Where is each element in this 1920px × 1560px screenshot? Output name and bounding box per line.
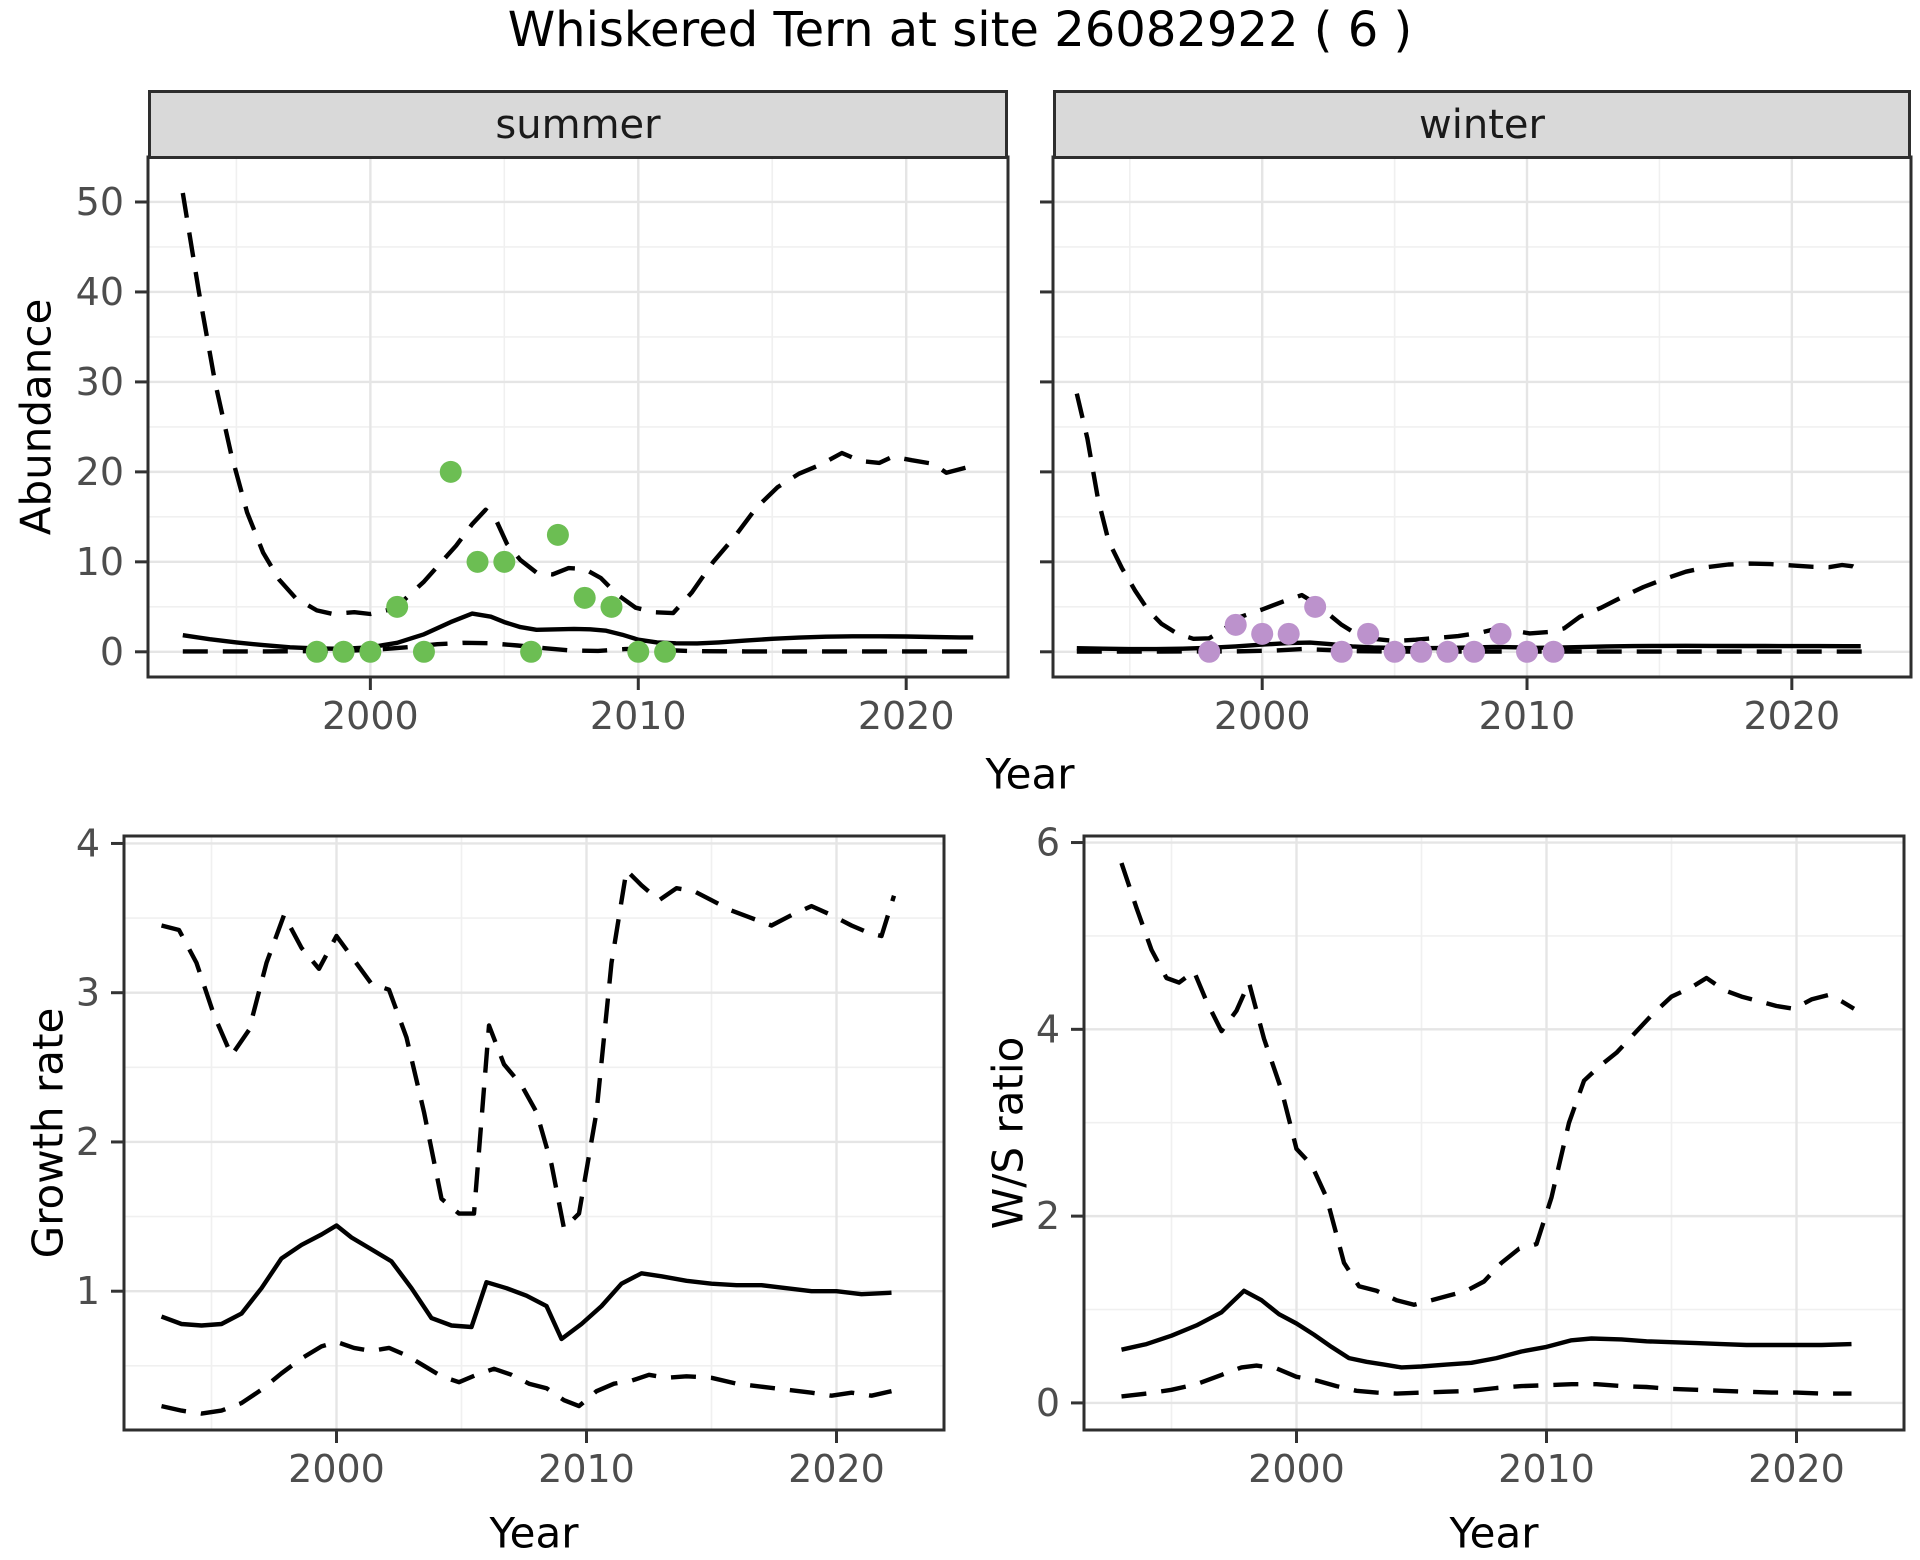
x-tick-label: 2020 [1743, 694, 1840, 738]
x-tick-label: 2020 [788, 1447, 885, 1491]
data-point-abundance-winter [1357, 622, 1380, 645]
series-upper_ci-growth-rate [160, 868, 897, 1231]
x-tick-label: 2000 [322, 694, 419, 738]
data-point-abundance-winter [1251, 622, 1274, 645]
data-point-abundance-winter [1277, 622, 1300, 645]
x-tick-label: 2000 [288, 1447, 385, 1491]
x-tick-label: 2010 [1479, 694, 1576, 738]
panel-border [1082, 834, 1906, 1432]
data-point-abundance-winter [1198, 640, 1221, 663]
y-tick-label: 10 [76, 540, 124, 584]
data-point-abundance-winter [1489, 622, 1512, 645]
data-point-abundance-winter [1304, 595, 1327, 618]
x-tick-label: 2010 [1498, 1447, 1595, 1491]
data-point-abundance-summer [573, 586, 596, 609]
facet-strip-winter: winter [1053, 90, 1911, 159]
data-point-abundance-winter [1410, 640, 1433, 663]
data-point-abundance-winter [1516, 640, 1539, 663]
y-tick-label: 4 [76, 821, 100, 865]
data-point-abundance-summer [386, 595, 409, 618]
y-tick-label: 0 [1036, 1381, 1060, 1425]
x-tick-label: 2020 [1748, 1447, 1845, 1491]
data-point-abundance-summer [520, 640, 543, 663]
facet-strip-winter-label: winter [1419, 101, 1545, 148]
panel-abundance-winter: 2000 2010 2020 [1040, 155, 1913, 738]
x-tick-label: 2000 [1248, 1447, 1345, 1491]
data-point-abundance-summer [493, 550, 516, 573]
data-point-abundance-summer [546, 523, 569, 546]
y-tick-label: 3 [76, 971, 100, 1015]
data-point-abundance-winter [1542, 640, 1565, 663]
panel-bg [1084, 836, 1904, 1430]
panel-border [122, 834, 946, 1432]
chart-title: Whiskered Tern at site 26082922 ( 6 ) [507, 2, 1413, 58]
data-point-abundance-summer [654, 640, 677, 663]
data-point-abundance-summer [332, 640, 355, 663]
y-tick-label: 1 [76, 1269, 100, 1313]
y-axis-title-ws-ratio: W/S ratio [983, 1036, 1033, 1230]
x-tick-label: 2010 [538, 1447, 635, 1491]
data-point-abundance-summer [305, 640, 328, 663]
series-fit-ws-ratio [1121, 1288, 1852, 1370]
series-fit-growth-rate [160, 1223, 892, 1342]
y-tick-label: 2 [1036, 1194, 1060, 1238]
x-axis-title-year-ws: Year [1449, 1508, 1539, 1558]
series-lower_ci-ws-ratio [1121, 1363, 1852, 1399]
data-point-abundance-summer [600, 595, 623, 618]
y-tick-label: 50 [76, 180, 124, 224]
data-point-abundance-summer [466, 550, 489, 573]
x-tick-label: 2000 [1214, 694, 1311, 738]
y-tick-label: 4 [1036, 1007, 1060, 1051]
y-axis-title-abundance: Abundance [11, 298, 61, 536]
x-tick-label: 2010 [590, 694, 687, 738]
data-point-abundance-summer [439, 460, 462, 483]
series-upper_ci-ws-ratio [1119, 862, 1856, 1307]
x-tick-label: 2020 [858, 694, 955, 738]
data-point-abundance-winter [1330, 640, 1353, 663]
y-tick-label: 6 [1036, 821, 1060, 865]
panel-abundance-summer: 2000 2010 2020 0 10 20 30 40 50 [76, 155, 1010, 738]
panel-ws-ratio: 2000 2010 2020 0 2 4 6 [1036, 821, 1906, 1491]
data-point-abundance-winter [1436, 640, 1459, 663]
data-point-abundance-summer [627, 640, 650, 663]
x-axis-title-year-growth: Year [489, 1508, 579, 1558]
data-point-abundance-winter [1224, 613, 1247, 636]
series-lower_ci-abundance-summer [182, 640, 971, 654]
facet-strip-summer: summer [148, 90, 1008, 159]
series-upper_ci-abundance-summer [180, 192, 972, 617]
series-lower_ci-growth-rate [161, 1339, 892, 1416]
panel-growth-rate: 2000 2010 2020 1 2 3 4 [76, 821, 946, 1491]
y-tick-label: 20 [76, 450, 124, 494]
y-axis-title-growth-rate: Growth rate [23, 1007, 73, 1259]
data-point-abundance-summer [412, 640, 435, 663]
x-axis-title-year-top: Year [985, 749, 1075, 799]
y-tick-label: 2 [76, 1120, 100, 1164]
series-upper_ci-abundance-winter [1074, 393, 1865, 644]
data-point-abundance-winter [1463, 640, 1486, 663]
y-tick-label: 40 [76, 270, 124, 314]
panel-bg [124, 836, 944, 1430]
data-point-abundance-summer [359, 640, 382, 663]
panel-bg [1053, 157, 1911, 677]
y-tick-label: 0 [100, 630, 124, 674]
y-tick-label: 30 [76, 360, 124, 404]
data-point-abundance-winter [1383, 640, 1406, 663]
facet-strip-summer-label: summer [495, 101, 661, 148]
